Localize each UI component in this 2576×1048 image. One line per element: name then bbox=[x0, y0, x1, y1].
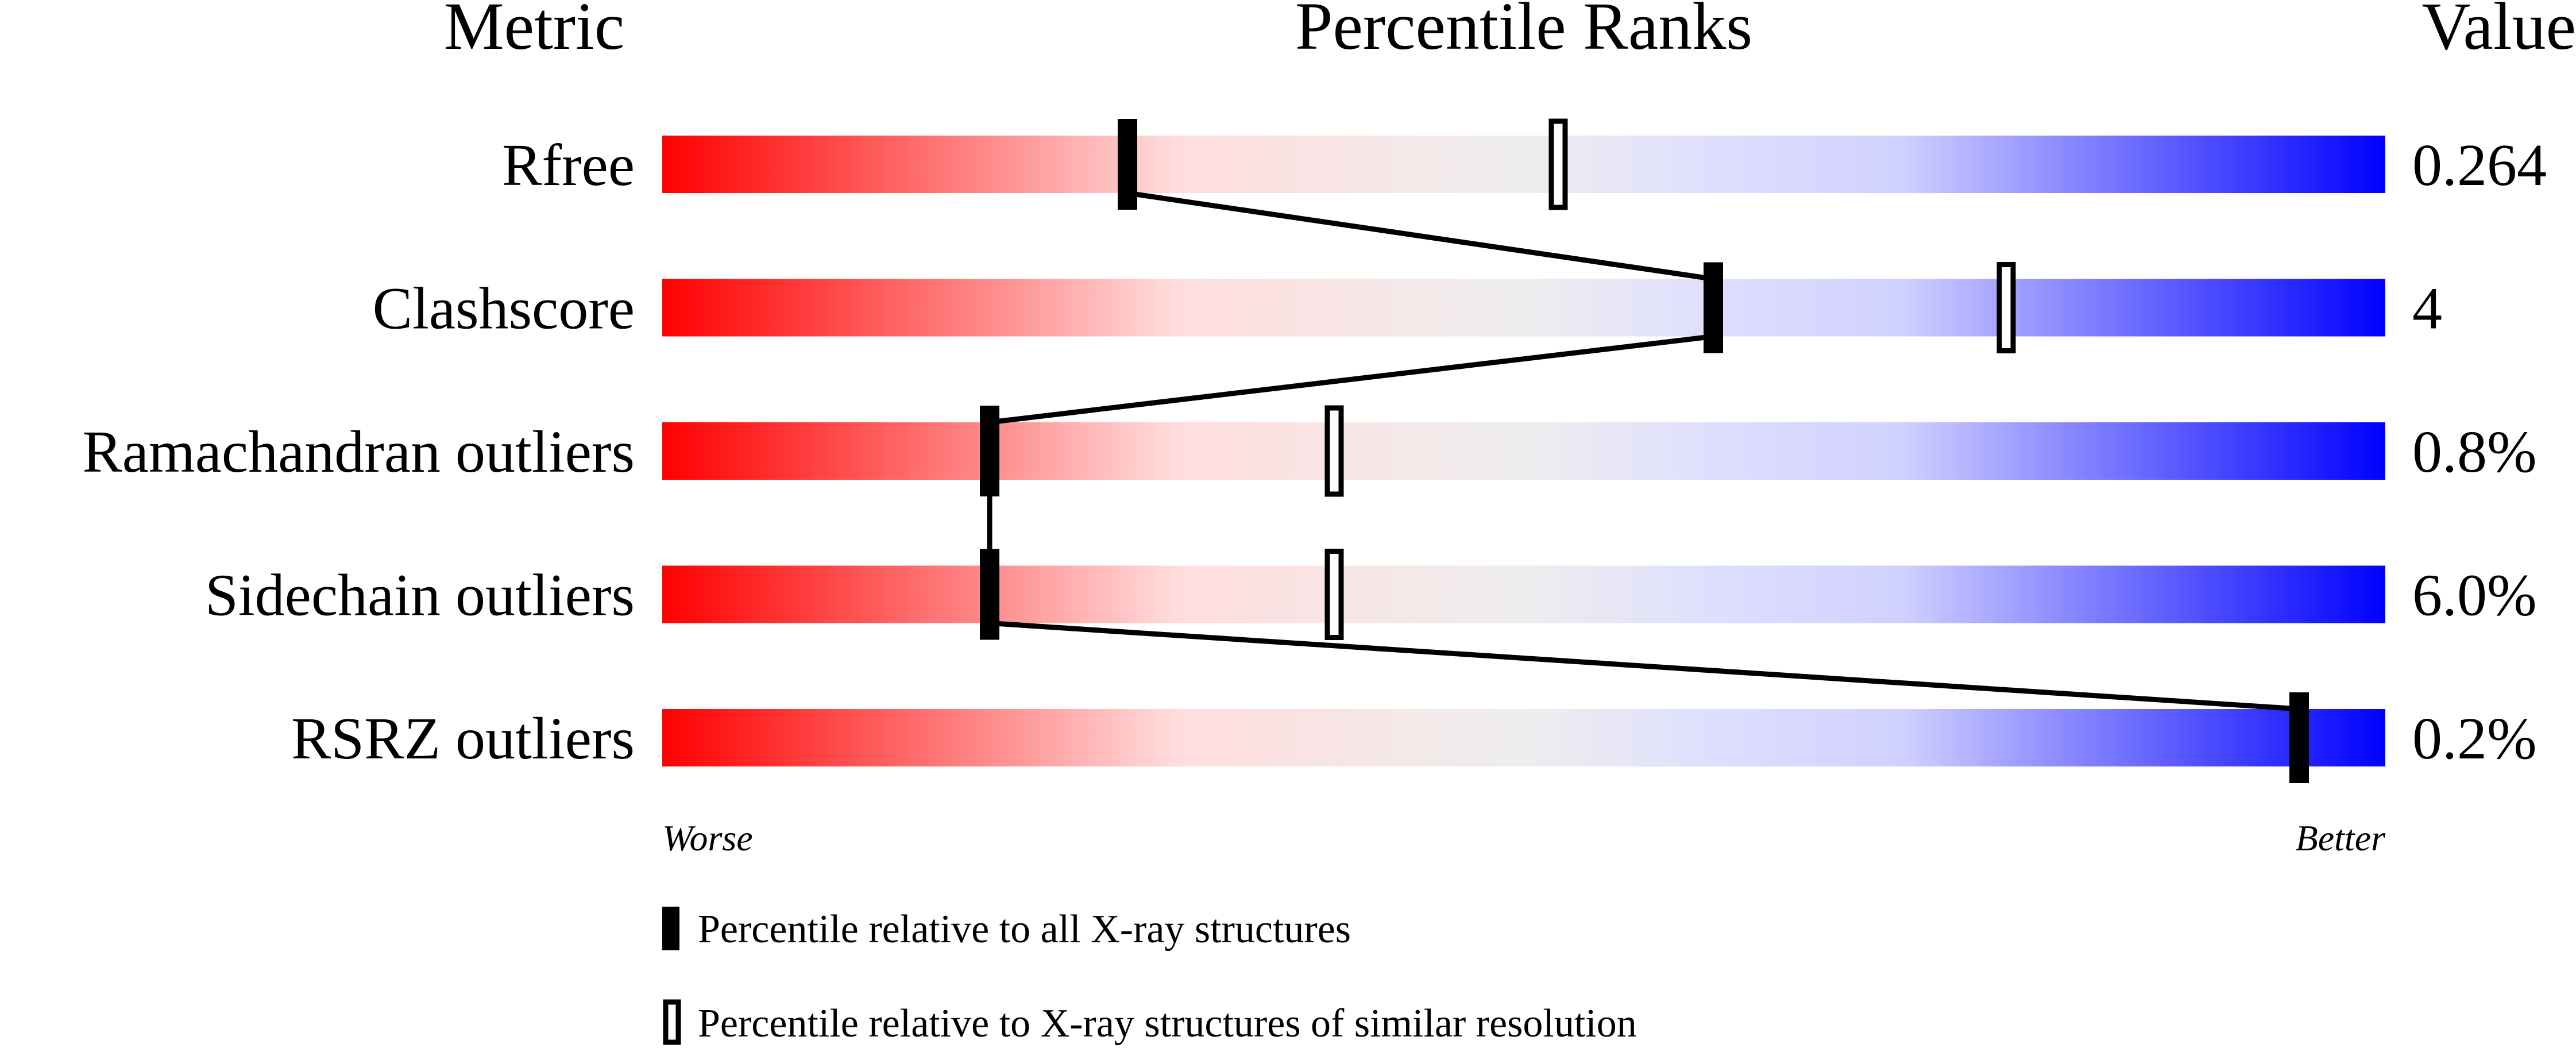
metric-value: 0.2% bbox=[2412, 706, 2537, 772]
legend-filled-label: Percentile relative to all X-ray structu… bbox=[698, 907, 1351, 951]
metric-label: Rfree bbox=[502, 132, 635, 198]
all-structures-marker bbox=[980, 406, 999, 496]
connector-line bbox=[989, 621, 2300, 712]
metric-value: 0.264 bbox=[2412, 132, 2547, 198]
connector-line bbox=[989, 334, 1714, 425]
similar-resolution-marker bbox=[1324, 405, 1344, 497]
metric-label: Sidechain outliers bbox=[205, 562, 635, 629]
legend-filled-marker bbox=[662, 907, 679, 950]
legend-open-marker bbox=[663, 999, 681, 1045]
metric-label: Ramachandran outliers bbox=[82, 419, 635, 485]
percentile-bar bbox=[662, 279, 2385, 337]
worse-label: Worse bbox=[662, 818, 753, 858]
percentile-bar bbox=[662, 709, 2385, 766]
header-value: Value bbox=[2421, 0, 2576, 64]
all-structures-marker bbox=[1118, 119, 1137, 210]
legend-open-label: Percentile relative to X-ray structures … bbox=[698, 1001, 1637, 1046]
header-metric: Metric bbox=[444, 0, 625, 64]
metric-value: 6.0% bbox=[2412, 562, 2537, 629]
percentile-bar bbox=[662, 422, 2385, 480]
header-percentile-ranks: Percentile Ranks bbox=[1295, 0, 1752, 64]
similar-resolution-marker bbox=[1548, 118, 1568, 210]
connector-line bbox=[1127, 190, 1714, 282]
better-label: Better bbox=[2296, 818, 2386, 858]
all-structures-marker bbox=[980, 549, 999, 640]
metric-label: RSRZ outliers bbox=[291, 706, 635, 772]
all-structures-marker bbox=[1704, 262, 1723, 353]
percentile-bar bbox=[662, 136, 2385, 193]
similar-resolution-marker bbox=[1324, 549, 1344, 640]
metric-label: Clashscore bbox=[373, 276, 635, 342]
metric-value: 4 bbox=[2412, 276, 2442, 342]
all-structures-marker bbox=[2289, 692, 2309, 783]
similar-resolution-marker bbox=[1996, 262, 2016, 353]
metric-value: 0.8% bbox=[2412, 419, 2537, 485]
percentile-bar bbox=[662, 565, 2385, 623]
